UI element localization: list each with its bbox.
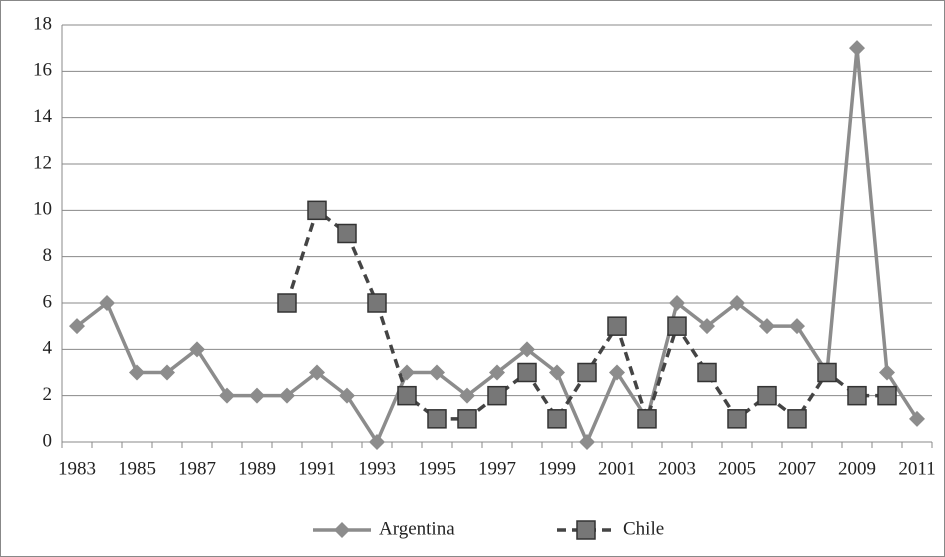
marker [337,223,357,244]
marker [577,362,597,383]
marker [667,316,687,336]
marker [909,410,925,427]
marker [669,295,685,311]
x-tick-label: 2001 [598,458,636,479]
x-tick-label: 1989 [238,458,276,479]
y-tick-label: 12 [33,152,52,173]
marker [399,364,415,381]
marker [489,364,505,381]
marker [727,409,747,429]
marker [579,434,595,450]
x-tick-label: 2011 [898,458,935,479]
legend-marker [334,522,350,538]
marker [309,364,325,381]
x-tick-label: 1985 [118,458,156,479]
marker [279,387,295,404]
marker [637,409,657,429]
marker [159,364,175,381]
marker [607,316,627,336]
marker [427,409,447,429]
x-tick-label: 2009 [838,458,876,479]
x-tick-label: 1993 [358,458,396,479]
marker [397,385,417,406]
marker [367,293,387,313]
x-tick-label: 1987 [178,458,216,479]
marker [99,295,115,311]
x-tick-label: 1997 [478,458,516,479]
y-tick-label: 0 [43,430,53,451]
marker [307,200,327,221]
marker [369,434,385,450]
marker [787,409,807,429]
legend-marker [576,520,596,540]
x-tick-label: 1991 [298,458,336,479]
marker [847,385,867,406]
y-tick-label: 14 [33,106,53,127]
marker [549,364,565,381]
y-tick-label: 18 [33,13,52,34]
marker [879,364,895,381]
x-tick-label: 1999 [538,458,576,479]
marker [219,387,235,404]
marker [339,387,355,404]
marker [459,387,475,404]
legend-label: Argentina [379,518,455,539]
y-tick-label: 6 [43,291,53,312]
marker [817,362,837,383]
marker [697,362,717,383]
x-tick-label: 2005 [718,458,756,479]
x-tick-label: 2003 [658,458,696,479]
marker [759,318,775,335]
marker [519,341,535,358]
marker [757,385,777,406]
marker [849,40,865,57]
x-tick-label: 2007 [778,458,816,479]
y-tick-label: 10 [33,199,52,220]
marker [877,385,897,406]
marker [487,385,507,406]
marker [189,341,205,358]
legend-label: Chile [623,518,664,539]
y-tick-label: 8 [43,245,53,266]
marker [547,409,567,429]
marker [729,295,745,311]
marker [129,364,145,381]
marker [609,364,625,381]
marker [457,409,477,429]
marker [789,318,805,335]
y-tick-label: 4 [43,338,53,359]
y-tick-label: 2 [43,384,53,405]
marker [517,362,537,383]
marker [429,364,445,381]
x-tick-label: 1995 [418,458,456,479]
marker [69,318,85,335]
x-tick-label: 1983 [58,458,96,479]
y-tick-label: 16 [33,60,52,81]
marker [277,293,297,313]
marker [699,318,715,335]
marker [249,387,265,404]
